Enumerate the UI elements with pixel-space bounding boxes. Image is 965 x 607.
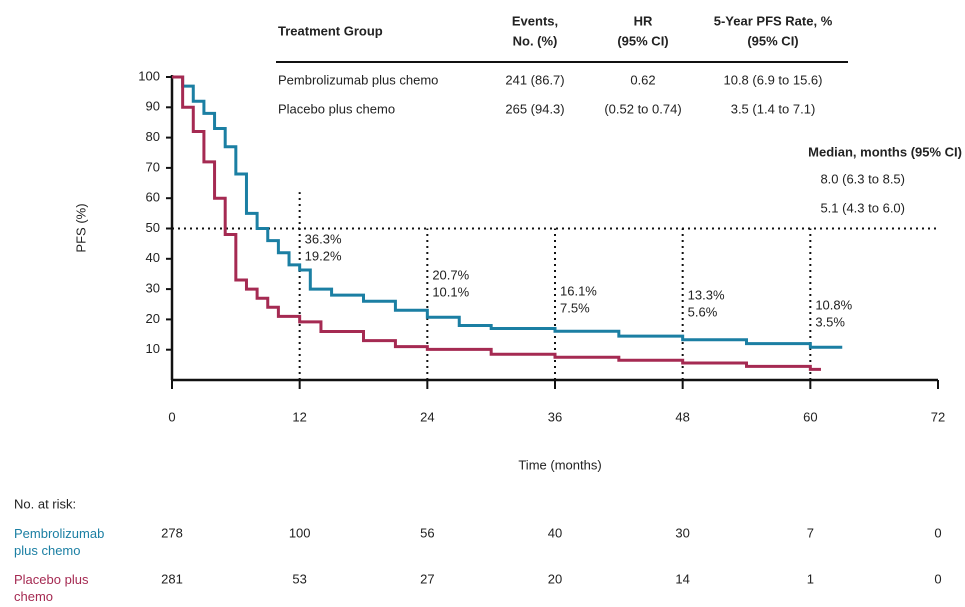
risk-count: 27 <box>420 571 434 586</box>
risk-count: 30 <box>675 525 689 540</box>
table-header: Treatment Group <box>278 23 383 38</box>
x-tick-label: 72 <box>931 409 945 424</box>
landmark-label: 36.3% <box>305 231 342 246</box>
risk-count: 56 <box>420 525 434 540</box>
landmark-label: 10.1% <box>432 284 469 299</box>
risk-count: 100 <box>289 525 311 540</box>
risk-count: 278 <box>161 525 183 540</box>
table-cell: (0.52 to 0.74) <box>604 101 681 116</box>
y-tick-label: 60 <box>146 190 160 205</box>
risk-count: 14 <box>675 571 689 586</box>
y-tick-label: 40 <box>146 250 160 265</box>
risk-count: 7 <box>807 525 814 540</box>
risk-count: 40 <box>548 525 562 540</box>
landmark-label: 13.3% <box>688 287 725 302</box>
x-axis-label: Time (months) <box>518 457 601 472</box>
table-header: (95% CI) <box>747 33 798 48</box>
risk-title: No. at risk: <box>14 496 76 511</box>
y-tick-label: 80 <box>146 129 160 144</box>
survival-curve <box>172 75 843 349</box>
landmark-label: 7.5% <box>560 300 590 315</box>
table-cell: 265 (94.3) <box>505 101 564 116</box>
y-tick-label: 10 <box>146 341 160 356</box>
y-axis-label: PFS (%) <box>73 203 88 252</box>
table-cell: 10.8 (6.9 to 15.6) <box>723 72 822 87</box>
median-value: 5.1 (4.3 to 6.0) <box>820 200 905 215</box>
median-title: Median, months (95% CI) <box>808 144 962 159</box>
table-cell: 241 (86.7) <box>505 72 564 87</box>
y-tick-label: 70 <box>146 159 160 174</box>
risk-count: 0 <box>934 525 941 540</box>
table-cell: 0.62 <box>630 72 655 87</box>
x-tick-label: 60 <box>803 409 817 424</box>
landmark-label: 5.6% <box>688 304 718 319</box>
risk-count: 281 <box>161 571 183 586</box>
x-tick-label: 36 <box>548 409 562 424</box>
x-tick-label: 48 <box>675 409 689 424</box>
table-header: (95% CI) <box>617 33 668 48</box>
table-header: HR <box>634 13 653 28</box>
landmark-label: 16.1% <box>560 283 597 298</box>
table-cell: Pembrolizumab plus chemo <box>278 72 438 87</box>
y-tick-label: 30 <box>146 281 160 296</box>
survival-curve <box>172 75 821 371</box>
x-tick-label: 12 <box>292 409 306 424</box>
risk-label: Placebo plus chemo <box>14 572 89 604</box>
landmark-label: 10.8% <box>815 297 852 312</box>
table-cell: Placebo plus chemo <box>278 101 395 116</box>
landmark-label: 3.5% <box>815 314 845 329</box>
risk-label: Pembrolizumab plus chemo <box>14 526 105 558</box>
landmark-label: 20.7% <box>432 267 469 282</box>
x-tick-label: 0 <box>168 409 175 424</box>
landmark-label: 19.2% <box>305 248 342 263</box>
y-tick-label: 50 <box>146 220 160 235</box>
x-tick-label: 24 <box>420 409 434 424</box>
risk-count: 20 <box>548 571 562 586</box>
y-tick-label: 20 <box>146 311 160 326</box>
table-header: No. (%) <box>513 33 558 48</box>
table-cell: 3.5 (1.4 to 7.1) <box>731 101 816 116</box>
y-tick-label: 100 <box>138 68 160 83</box>
y-tick-label: 90 <box>146 99 160 114</box>
risk-count: 53 <box>292 571 306 586</box>
table-header: Events, <box>512 13 558 28</box>
risk-count: 0 <box>934 571 941 586</box>
risk-count: 1 <box>807 571 814 586</box>
median-value: 8.0 (6.3 to 8.5) <box>820 171 905 186</box>
table-header: 5-Year PFS Rate, % <box>714 13 833 28</box>
